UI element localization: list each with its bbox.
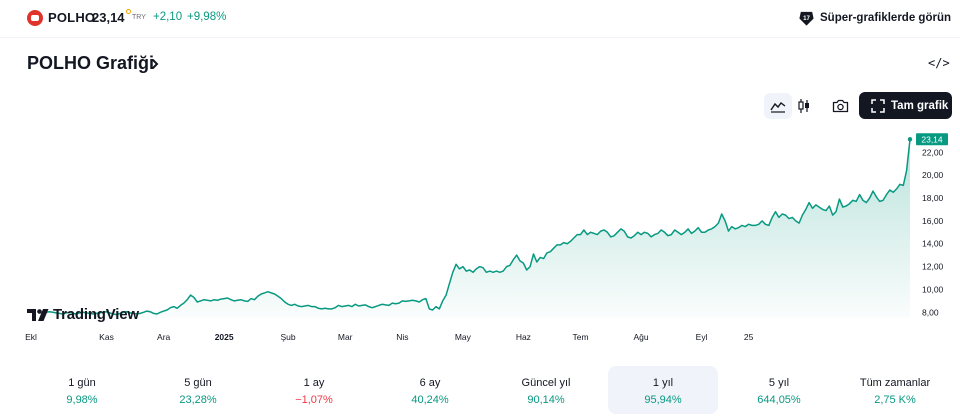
period-label: 1 ay	[303, 377, 325, 389]
fullscreen-chart-button[interactable]: Tam grafik	[859, 92, 952, 119]
area-chart-icon	[770, 102, 786, 113]
period-label: 5 gün	[184, 377, 212, 389]
y-tick-label: 18,00	[922, 193, 944, 203]
period-label: Tüm zamanlar	[859, 377, 931, 389]
period-label: 6 ay	[419, 377, 441, 389]
period-label: 5 yıl	[768, 377, 790, 389]
price-area-fill	[46, 139, 910, 318]
x-tick-label: 25	[744, 332, 754, 342]
price-change: +2,10	[153, 11, 183, 23]
period-label: 1 gün	[68, 377, 96, 389]
period-value: −1,07%	[295, 394, 333, 406]
symbol-price: 23,14	[92, 10, 125, 25]
embed-code-button[interactable]: </>	[928, 56, 950, 70]
last-price-point	[907, 137, 913, 142]
y-tick-label: 20,00	[922, 170, 944, 180]
period-ytd[interactable]: Güncel yıl 90,14%	[491, 366, 601, 414]
period-1-day[interactable]: 1 gün 9,98%	[27, 366, 137, 414]
tradingview-logo-icon	[27, 308, 49, 321]
symbol-header: POLHO 23,14 TRY +2,10 +9,98% 17 Süper-gr…	[0, 0, 960, 38]
page-title[interactable]: POLHO Grafiği	[27, 53, 155, 73]
price-line	[45, 139, 911, 316]
x-tick-label: Kas	[99, 332, 114, 342]
period-value: 95,94%	[644, 394, 682, 406]
y-tick-label: 8,00	[922, 307, 939, 317]
area-chart-button[interactable]	[764, 93, 792, 119]
period-value: 2,75 K%	[874, 394, 916, 406]
svg-text:17: 17	[803, 14, 810, 21]
fullscreen-icon	[871, 98, 885, 113]
y-tick-label: 22,00	[922, 147, 944, 157]
x-tick-label: Ekl	[25, 332, 37, 342]
super-charts-link[interactable]: 17 Süper-grafiklerde görün	[798, 9, 951, 27]
camera-icon	[832, 99, 848, 113]
period-value: 90,14%	[527, 394, 565, 406]
chevron-right-icon[interactable]	[150, 56, 160, 72]
currency-label: TRY	[132, 14, 146, 21]
period-5-days[interactable]: 5 gün 23,28%	[143, 366, 253, 414]
y-tick-label: 14,00	[922, 239, 944, 249]
period-value: 23,28%	[179, 394, 217, 406]
symbol-name[interactable]: POLHO	[48, 10, 96, 25]
period-all-time[interactable]: Tüm zamanlar 2,75 K%	[840, 366, 950, 414]
period-6-months[interactable]: 6 ay 40,24%	[375, 366, 485, 414]
period-value: 644,05%	[757, 394, 801, 406]
period-label: 1 yıl	[652, 377, 674, 389]
period-1-year[interactable]: 1 yıl 95,94%	[608, 366, 718, 414]
y-tick-label: 16,00	[922, 216, 944, 226]
super-charts-icon: 17	[799, 11, 814, 26]
x-tick-label: Eyl	[696, 332, 708, 342]
market-status-icon	[126, 9, 131, 14]
period-5-years[interactable]: 5 yıl 644,05%	[724, 366, 834, 414]
period-1-month[interactable]: 1 ay −1,07%	[259, 366, 369, 414]
price-chart-svg[interactable]: 8,00 10,00 12,00 14,00 16,00 18,00 20,00 22,00 2…	[0, 122, 960, 350]
last-price-label: 23,14	[921, 134, 943, 144]
x-tick-label: Tem	[573, 332, 589, 342]
candles-chart-button[interactable]	[790, 93, 818, 119]
x-tick-label: Nis	[396, 332, 408, 342]
tradingview-wordmark: TradingView	[53, 306, 139, 323]
price-change-percent: +9,98%	[187, 11, 227, 23]
price-chart[interactable]: 8,00 10,00 12,00 14,00 16,00 18,00 20,00 22,00 2…	[0, 122, 960, 350]
y-tick-label: 12,00	[922, 262, 944, 272]
performance-periods: 1 gün 9,98% 5 gün 23,28% 1 ay −1,07% 6 a…	[16, 366, 946, 414]
x-tick-label: Ara	[157, 332, 171, 342]
x-tick-label: Ağu	[633, 332, 648, 342]
snapshot-button[interactable]	[826, 93, 854, 119]
last-price-badge	[916, 133, 948, 146]
x-tick-label: Haz	[516, 332, 531, 342]
x-tick-label: May	[455, 332, 472, 342]
chart-style-toggle	[762, 93, 820, 119]
tradingview-watermark: TradingView	[27, 306, 139, 323]
period-value: 9,98%	[66, 394, 98, 406]
x-tick-label: Mar	[338, 332, 353, 342]
y-tick-label: 10,00	[922, 284, 944, 294]
super-charts-label: Süper-grafiklerde görün	[820, 12, 951, 24]
fullscreen-label: Tam grafik	[891, 99, 949, 112]
company-logo	[27, 10, 43, 26]
x-tick-label: Şub	[280, 332, 295, 342]
period-label: Güncel yıl	[521, 377, 571, 389]
x-tick-label: 2025	[215, 332, 234, 342]
candlestick-icon	[798, 99, 809, 113]
period-value: 40,24%	[411, 394, 449, 406]
